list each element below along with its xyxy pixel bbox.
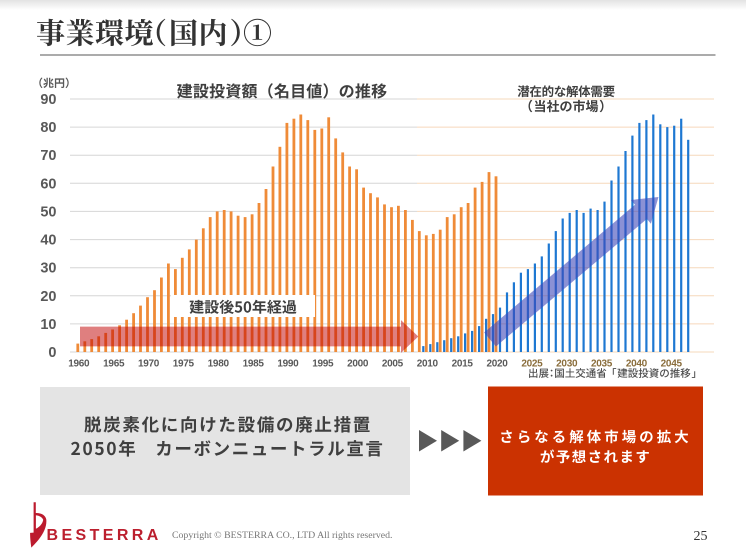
svg-text:60: 60 xyxy=(40,176,56,192)
svg-text:1980: 1980 xyxy=(208,359,230,370)
svg-text:10: 10 xyxy=(40,317,56,333)
svg-text:2040: 2040 xyxy=(626,359,648,370)
svg-text:2020: 2020 xyxy=(486,359,508,370)
svg-text:2035: 2035 xyxy=(591,359,613,370)
svg-text:80: 80 xyxy=(40,120,56,136)
svg-text:1960: 1960 xyxy=(68,359,90,370)
svg-text:20: 20 xyxy=(40,289,56,305)
svg-text:1970: 1970 xyxy=(138,359,160,370)
svg-text:2015: 2015 xyxy=(452,359,474,370)
svg-text:Copyright © BESTERRA CO., LTD: Copyright © BESTERRA CO., LTD All rights… xyxy=(172,530,392,541)
svg-text:90: 90 xyxy=(40,92,56,108)
svg-text:1995: 1995 xyxy=(312,359,334,370)
svg-text:1990: 1990 xyxy=(277,359,299,370)
svg-text:2010: 2010 xyxy=(417,359,439,370)
svg-text:50: 50 xyxy=(40,204,56,220)
svg-text:25: 25 xyxy=(694,529,708,544)
svg-text:2025: 2025 xyxy=(521,359,543,370)
svg-text:BESTERRA: BESTERRA xyxy=(47,527,162,544)
svg-text:40: 40 xyxy=(40,233,56,249)
svg-text:30: 30 xyxy=(40,261,56,277)
svg-text:0: 0 xyxy=(48,345,56,361)
svg-text:2030: 2030 xyxy=(556,359,578,370)
svg-text:2005: 2005 xyxy=(382,359,404,370)
svg-text:2045: 2045 xyxy=(661,359,683,370)
svg-text:1975: 1975 xyxy=(173,359,195,370)
svg-text:1965: 1965 xyxy=(103,359,125,370)
svg-text:70: 70 xyxy=(40,148,56,164)
svg-text:2000: 2000 xyxy=(347,359,369,370)
svg-text:1985: 1985 xyxy=(243,359,265,370)
